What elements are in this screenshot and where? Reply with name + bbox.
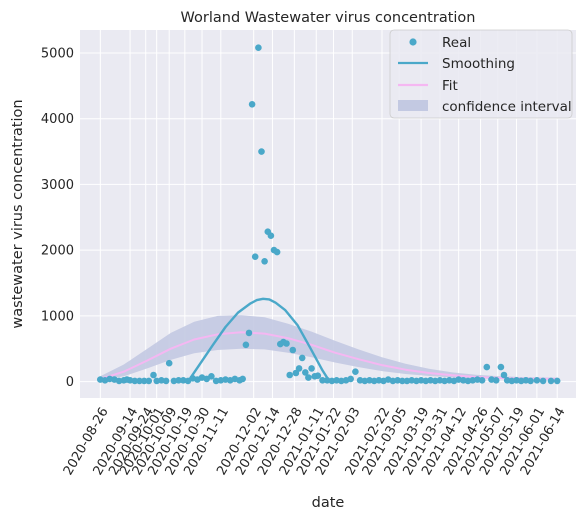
line-layer <box>100 297 558 383</box>
real-data-point <box>248 101 256 108</box>
legend-smoothing-label: Smoothing <box>442 56 515 72</box>
real-data-point <box>553 377 561 385</box>
real-data-point <box>255 44 262 51</box>
legend: Real Smoothing Fit confidence interval <box>389 29 573 119</box>
legend-real-label: Real <box>442 35 471 51</box>
real-data-point <box>292 369 300 377</box>
real-data-point <box>497 363 505 371</box>
fit-line <box>100 331 558 380</box>
chart-title: Worland Wastewater virus concentration <box>181 10 476 26</box>
real-data-point <box>165 359 173 367</box>
real-data-point <box>175 377 182 384</box>
smoothing-line <box>187 297 334 383</box>
real-data-point <box>533 377 541 384</box>
real-data-point <box>319 377 326 384</box>
point-layer <box>97 44 561 385</box>
real-data-point <box>251 253 259 260</box>
y-tick-labels: 0 1000 2000 3000 4000 5000 <box>41 47 74 391</box>
real-data-point <box>162 377 170 385</box>
real-data-point <box>399 377 406 385</box>
real-data-point <box>352 368 359 376</box>
real-data-point <box>140 377 148 385</box>
x-axis-label: date <box>312 495 345 511</box>
real-data-point <box>145 377 153 385</box>
real-data-point <box>483 363 491 371</box>
real-data-point <box>314 372 322 380</box>
real-data-point <box>261 258 268 265</box>
legend-ci-label: confidence interval <box>442 99 572 115</box>
real-data-point <box>208 373 215 380</box>
y-tick-label: 1000 <box>41 309 74 324</box>
real-data-point <box>267 232 275 239</box>
real-data-point <box>492 377 500 384</box>
legend-fit-label: Fit <box>442 78 458 94</box>
real-data-point <box>242 341 250 349</box>
real-data-point <box>305 374 312 381</box>
confidence-interval-band <box>100 315 558 381</box>
real-data-point <box>131 377 139 385</box>
real-data-point <box>308 365 315 372</box>
y-tick-label: 4000 <box>41 112 74 127</box>
real-data-point <box>286 371 294 379</box>
real-data-point <box>302 369 309 376</box>
x-tick-labels: 2020-08-262020-09-142020-09-242020-10-01… <box>61 405 569 478</box>
real-data-point <box>500 371 508 379</box>
real-data-point <box>136 377 143 385</box>
real-data-point <box>239 375 246 383</box>
real-data-point <box>245 329 253 337</box>
real-data-point <box>539 377 547 385</box>
real-data-point <box>150 371 157 379</box>
real-data-point <box>478 377 486 384</box>
real-data-point <box>295 365 303 372</box>
y-tick-label: 0 <box>66 375 74 390</box>
real-data-point <box>298 354 306 362</box>
legend-ci-swatch <box>398 100 428 111</box>
legend-real-marker <box>409 38 417 46</box>
real-data-point <box>258 148 265 155</box>
real-data-point <box>547 377 555 385</box>
real-data-point <box>347 375 355 383</box>
real-data-point <box>273 248 281 256</box>
y-tick-label: 3000 <box>41 178 74 193</box>
real-data-point <box>283 340 290 347</box>
legend-box <box>389 29 573 119</box>
real-data-point <box>289 346 297 354</box>
confidence-band-layer <box>100 315 558 381</box>
real-data-point <box>527 377 534 385</box>
y-tick-label: 5000 <box>41 47 74 62</box>
y-tick-label: 2000 <box>41 244 74 259</box>
y-axis-label: wastewater virus concentration <box>10 99 26 328</box>
